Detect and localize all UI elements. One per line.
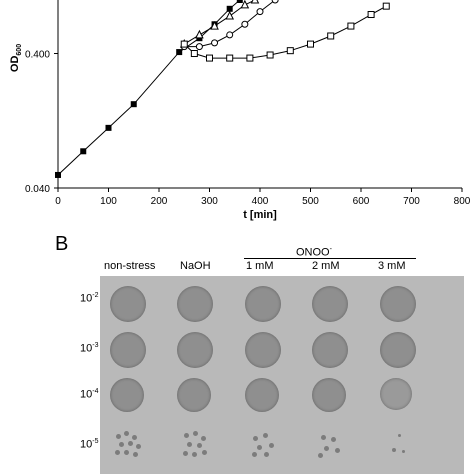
y-tick-label: 0.400: [25, 50, 50, 61]
data-point: [225, 10, 235, 20]
od-growth-chart: 0 100 200 300 400 500 600 700 800 0.040 0.400 t [mi…: [9, 0, 471, 221]
y-tick-label: 0.040: [25, 184, 50, 195]
data-point: [382, 2, 390, 10]
x-tick-label: 100: [100, 196, 117, 207]
x-tick-label: 700: [403, 196, 420, 207]
column-label-naoh: NaOH: [180, 260, 211, 272]
column-label-2mm: 2 mM: [312, 260, 340, 272]
data-point: [286, 47, 294, 55]
data-point: [266, 51, 274, 59]
row-label-1e-3: 10-3: [80, 342, 99, 355]
x-tick-label: 500: [302, 196, 319, 207]
x-tick-label: 600: [353, 196, 370, 207]
colony-cluster: [247, 428, 279, 460]
agar-plate: [100, 276, 464, 474]
row-label-1e-2: 10-2: [80, 292, 99, 305]
x-tick-label: 0: [55, 196, 61, 207]
data-point: [307, 40, 314, 48]
data-point: [271, 0, 279, 4]
data-point: [246, 54, 254, 62]
colony-spot: [380, 332, 416, 368]
colony-spot: [177, 332, 213, 368]
colony-spot: [312, 332, 348, 368]
data-point: [211, 39, 219, 47]
x-tick-label: 800: [454, 196, 471, 207]
colony-cluster: [386, 432, 412, 458]
data-point: [55, 171, 61, 178]
colony-spot-sparse: [380, 378, 412, 410]
data-point: [130, 101, 137, 108]
data-point: [226, 54, 234, 62]
data-point: [250, 0, 260, 4]
colony-spot: [245, 286, 281, 322]
data-point: [367, 11, 375, 19]
x-tick-label: 400: [252, 196, 269, 207]
colony-spot: [245, 378, 279, 412]
colony-spot: [110, 332, 146, 368]
colony-spot: [312, 378, 346, 412]
x-tick-label: 300: [201, 196, 218, 207]
data-point: [176, 49, 183, 56]
data-point: [256, 8, 264, 16]
data-point: [195, 43, 203, 51]
data-point: [105, 124, 112, 131]
data-point: [327, 32, 335, 40]
data-point: [226, 5, 233, 12]
y-axis-label: OD600: [9, 44, 23, 72]
data-point: [347, 22, 355, 30]
series-line-3: [183, 5, 387, 59]
colony-spot: [177, 378, 211, 412]
row-label-1e-5: 10-5: [80, 438, 99, 451]
data-point: [226, 31, 234, 39]
data-point: [236, 0, 243, 3]
column-label-non-stress: non-stress: [104, 260, 156, 272]
data-point: [241, 20, 249, 28]
data-point: [195, 29, 204, 39]
data-point: [210, 20, 219, 30]
row-label-1e-4: 10-4: [80, 388, 99, 401]
x-axis-label: t [min]: [243, 209, 277, 221]
colony-spot: [245, 332, 281, 368]
column-label-3mm: 3 mM: [378, 260, 406, 272]
colony-spot: [110, 378, 144, 412]
colony-spot: [312, 286, 348, 322]
column-label-1mm: 1 mM: [246, 260, 274, 272]
panel-label-b: B: [55, 233, 69, 255]
data-point: [190, 50, 198, 58]
data-point: [240, 0, 250, 9]
data-point: [206, 54, 213, 62]
colony-spot: [177, 286, 213, 322]
colony-cluster: [179, 428, 211, 460]
x-tick-label: 200: [151, 196, 168, 207]
data-point: [180, 40, 188, 48]
onoo-bracket-line: [244, 258, 416, 259]
colony-spot: [110, 286, 146, 322]
data-point: [80, 148, 87, 155]
onoo-group-label: ONOO-: [296, 246, 332, 259]
colony-cluster: [314, 428, 346, 460]
colony-spot: [380, 286, 416, 322]
colony-cluster: [112, 428, 144, 460]
